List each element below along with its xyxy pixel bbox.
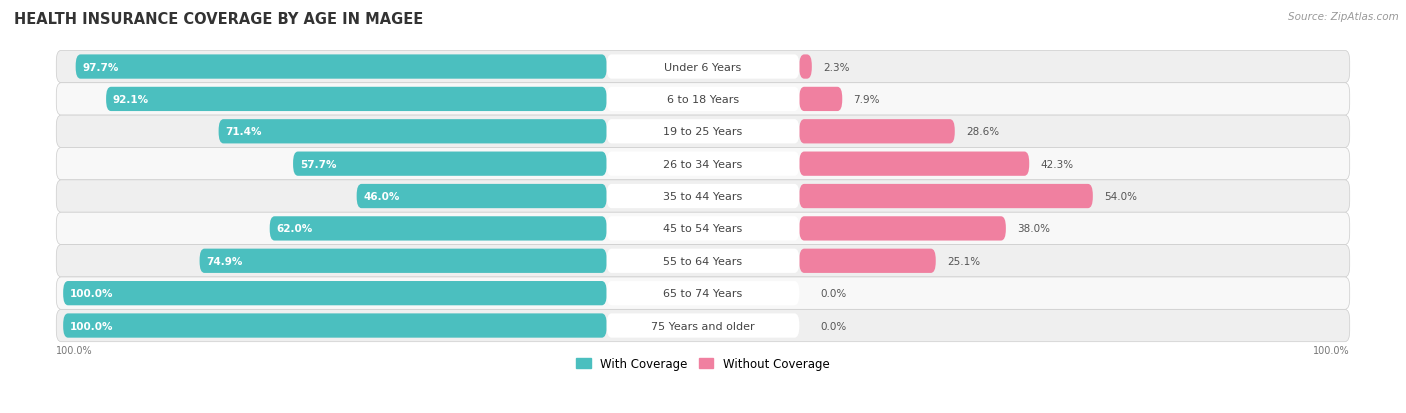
FancyBboxPatch shape — [200, 249, 606, 273]
FancyBboxPatch shape — [606, 281, 800, 306]
FancyBboxPatch shape — [800, 152, 1029, 176]
Text: Source: ZipAtlas.com: Source: ZipAtlas.com — [1288, 12, 1399, 22]
Text: 55 to 64 Years: 55 to 64 Years — [664, 256, 742, 266]
Text: 19 to 25 Years: 19 to 25 Years — [664, 127, 742, 137]
Text: 2.3%: 2.3% — [823, 62, 849, 72]
Text: 92.1%: 92.1% — [112, 95, 149, 104]
FancyBboxPatch shape — [800, 185, 1092, 209]
Text: 71.4%: 71.4% — [225, 127, 262, 137]
FancyBboxPatch shape — [606, 249, 800, 273]
FancyBboxPatch shape — [56, 180, 1350, 213]
Text: HEALTH INSURANCE COVERAGE BY AGE IN MAGEE: HEALTH INSURANCE COVERAGE BY AGE IN MAGE… — [14, 12, 423, 27]
Text: 65 to 74 Years: 65 to 74 Years — [664, 288, 742, 299]
FancyBboxPatch shape — [606, 120, 800, 144]
FancyBboxPatch shape — [606, 55, 800, 79]
Text: 46.0%: 46.0% — [364, 192, 399, 202]
FancyBboxPatch shape — [63, 281, 606, 306]
Text: 97.7%: 97.7% — [83, 62, 120, 72]
Text: 6 to 18 Years: 6 to 18 Years — [666, 95, 740, 104]
FancyBboxPatch shape — [218, 120, 606, 144]
Text: 7.9%: 7.9% — [853, 95, 880, 104]
Text: 100.0%: 100.0% — [56, 345, 93, 355]
Text: 100.0%: 100.0% — [70, 321, 114, 331]
FancyBboxPatch shape — [292, 152, 606, 176]
FancyBboxPatch shape — [606, 313, 800, 338]
Text: 100.0%: 100.0% — [70, 288, 114, 299]
Text: Under 6 Years: Under 6 Years — [665, 62, 741, 72]
Text: 62.0%: 62.0% — [277, 224, 312, 234]
Text: 28.6%: 28.6% — [966, 127, 998, 137]
Text: 0.0%: 0.0% — [820, 321, 846, 331]
Text: 74.9%: 74.9% — [207, 256, 243, 266]
FancyBboxPatch shape — [56, 213, 1350, 245]
FancyBboxPatch shape — [270, 217, 606, 241]
FancyBboxPatch shape — [606, 217, 800, 241]
FancyBboxPatch shape — [63, 313, 606, 338]
FancyBboxPatch shape — [357, 185, 606, 209]
FancyBboxPatch shape — [56, 310, 1350, 342]
FancyBboxPatch shape — [56, 51, 1350, 83]
FancyBboxPatch shape — [606, 88, 800, 112]
FancyBboxPatch shape — [800, 217, 1005, 241]
Text: 38.0%: 38.0% — [1017, 224, 1050, 234]
Text: 26 to 34 Years: 26 to 34 Years — [664, 159, 742, 169]
FancyBboxPatch shape — [800, 120, 955, 144]
FancyBboxPatch shape — [56, 116, 1350, 148]
FancyBboxPatch shape — [56, 83, 1350, 116]
Text: 0.0%: 0.0% — [820, 288, 846, 299]
FancyBboxPatch shape — [606, 152, 800, 176]
FancyBboxPatch shape — [56, 148, 1350, 180]
FancyBboxPatch shape — [56, 245, 1350, 277]
Text: 42.3%: 42.3% — [1040, 159, 1073, 169]
Text: 35 to 44 Years: 35 to 44 Years — [664, 192, 742, 202]
Text: 57.7%: 57.7% — [299, 159, 336, 169]
Text: 54.0%: 54.0% — [1104, 192, 1137, 202]
FancyBboxPatch shape — [800, 55, 811, 79]
Text: 100.0%: 100.0% — [1313, 345, 1350, 355]
FancyBboxPatch shape — [606, 185, 800, 209]
Legend: With Coverage, Without Coverage: With Coverage, Without Coverage — [572, 352, 834, 375]
Text: 75 Years and older: 75 Years and older — [651, 321, 755, 331]
FancyBboxPatch shape — [76, 55, 606, 79]
FancyBboxPatch shape — [56, 277, 1350, 310]
Text: 25.1%: 25.1% — [946, 256, 980, 266]
FancyBboxPatch shape — [105, 88, 606, 112]
FancyBboxPatch shape — [800, 88, 842, 112]
FancyBboxPatch shape — [800, 249, 936, 273]
Text: 45 to 54 Years: 45 to 54 Years — [664, 224, 742, 234]
